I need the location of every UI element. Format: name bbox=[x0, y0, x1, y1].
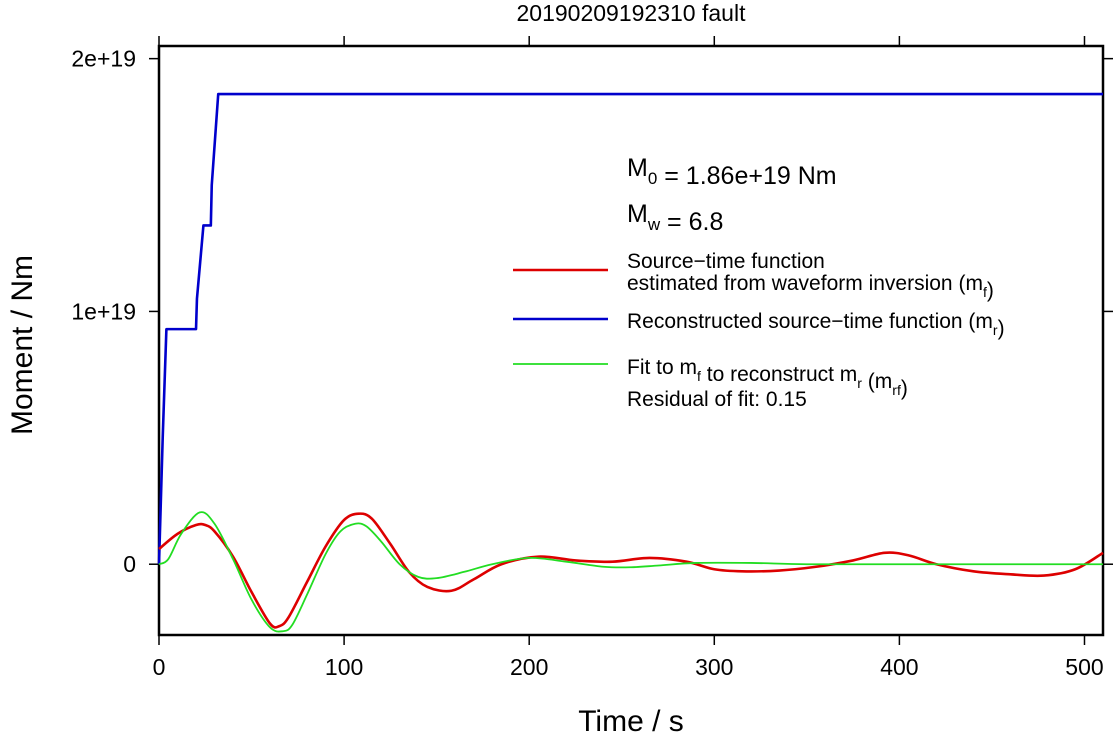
text-run: Source−time function bbox=[627, 250, 825, 273]
text-run: ) bbox=[901, 377, 908, 400]
series-line-reconstructed bbox=[157, 92, 1103, 565]
subscript: w bbox=[647, 215, 661, 234]
chart-title: 20190209192310 fault bbox=[517, 0, 747, 26]
y-axis-label: Moment / Nm bbox=[6, 255, 39, 435]
axes-frame: 0 100 200 300 400 500 0 1e+19 2e+19 bbox=[71, 36, 1113, 680]
text-run: M bbox=[627, 200, 648, 228]
subscript: r bbox=[857, 375, 862, 391]
x-axis-label: Time / s bbox=[578, 705, 684, 736]
text-run: Reconstructed source−time function (m bbox=[627, 310, 993, 333]
mw-annotation: Mw = 6.8 bbox=[627, 200, 723, 236]
subscript: f bbox=[983, 284, 987, 300]
x-tick-label: 0 bbox=[153, 654, 166, 680]
text-run: (m bbox=[862, 370, 892, 393]
text-run: = 6.8 bbox=[660, 208, 723, 236]
x-tick-label: 400 bbox=[880, 654, 918, 680]
m0-annotation: M0 = 1.86e+19 Nm bbox=[627, 154, 837, 190]
subscript: rf bbox=[892, 382, 901, 398]
subscript: 0 bbox=[648, 169, 657, 188]
y-tick-label: 1e+19 bbox=[71, 298, 136, 324]
y-tick-label: 2e+19 bbox=[71, 46, 136, 72]
x-tick-label: 500 bbox=[1065, 654, 1103, 680]
x-tick-label: 200 bbox=[510, 654, 548, 680]
subscript: r bbox=[993, 322, 998, 338]
x-tick-label: 300 bbox=[695, 654, 733, 680]
series-line-fit bbox=[158, 511, 1103, 633]
text-run: M bbox=[627, 154, 648, 182]
legend-label: estimated from waveform inversion (mf) bbox=[627, 272, 994, 302]
x-tick-label: 100 bbox=[325, 654, 363, 680]
plot-frame bbox=[157, 44, 1105, 637]
series-layer bbox=[157, 92, 1104, 633]
text-run: = 1.86e+19 Nm bbox=[657, 162, 836, 190]
y-tick-label: 0 bbox=[123, 551, 136, 577]
text-run: ) bbox=[987, 279, 994, 302]
text-run: ) bbox=[998, 317, 1005, 340]
legend-label: Fit to mf to reconstruct mr (mrf) bbox=[627, 356, 908, 400]
text-run: Fit to m bbox=[627, 356, 697, 379]
series-line-source-time bbox=[158, 512, 1104, 629]
residual-annotation: Residual of fit: 0.15 bbox=[627, 388, 807, 411]
subscript: f bbox=[697, 368, 701, 384]
text-run: to reconstruct m bbox=[701, 363, 857, 386]
legend-label: Reconstructed source−time function (mr) bbox=[627, 310, 1005, 340]
legend-label: Source−time function bbox=[627, 250, 825, 273]
text-run: estimated from waveform inversion (m bbox=[627, 272, 983, 295]
